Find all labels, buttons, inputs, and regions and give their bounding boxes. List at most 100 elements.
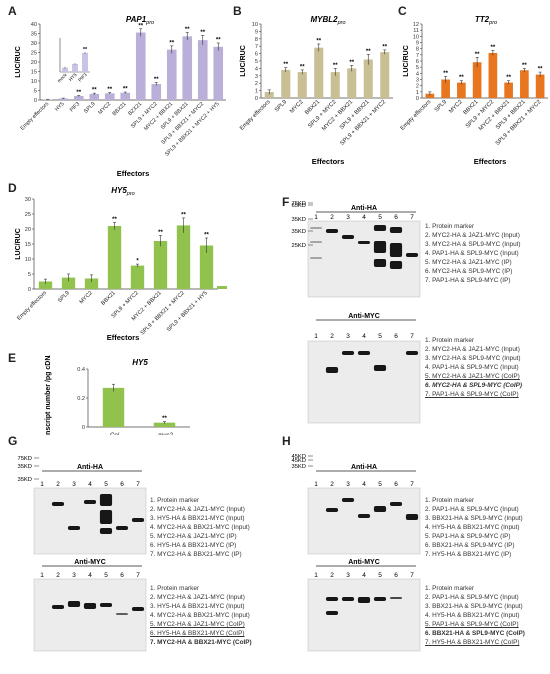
chart-d-bar-1 — [61, 277, 76, 289]
blot-h-top-band-1 — [341, 498, 355, 502]
chart-d-sig-3: ** — [112, 217, 117, 223]
chart-b-bar-5 — [347, 68, 357, 98]
chart-d-ytick-label-5: 25 — [25, 212, 31, 218]
chart-a-ytick-label-6: 30 — [31, 41, 37, 47]
blot-g-bottom-legend-6: 6. HY5-HA & BBX21-MYC (CoIP) — [150, 630, 245, 637]
chart-d-cat-2: MYC2 — [79, 290, 94, 305]
chart-e-title: HY5 — [132, 358, 148, 367]
chart-a-bar-10 — [197, 40, 208, 100]
blot-f-top-band-10 — [389, 243, 403, 257]
chart-c-xlabel: Effectors — [474, 157, 507, 166]
chart-a-bar-1 — [58, 98, 69, 100]
blot-g-bottom-marker-0: 35KD — [17, 464, 32, 470]
blot-h-bottom-legend-4: 4. HY5-HA & BBX21-MYC (Input) — [425, 612, 520, 619]
chart-d-bar-extra — [217, 286, 227, 289]
chart-d-bar-0 — [38, 281, 53, 289]
blot-h-top-band-3 — [373, 506, 387, 512]
blot-g-top-band-4 — [99, 510, 113, 524]
blot-f-bottom-title: Anti-MYC — [348, 313, 380, 320]
chart-b-sig-2: ** — [300, 64, 305, 70]
blot-f-bottom-band-1 — [341, 351, 355, 355]
chart-c-bar-3 — [472, 62, 482, 98]
blot-h-top-band-0 — [325, 508, 339, 512]
blot-g-bottom-lane-1: 2 — [56, 572, 60, 579]
chart-d-cat-3: BBX21 — [100, 290, 117, 307]
blot-h-bottom-lane-2: 3 — [346, 572, 350, 579]
chart-a-title: PAP1pro — [126, 15, 154, 26]
blot-g-bottom-lane-5: 6 — [120, 572, 124, 579]
blot-f-bottom-legend-6: 6. MYC2-HA & SPL9-MYC (CoIP) — [425, 382, 523, 389]
chart-c-ytick-label-11: 11 — [413, 28, 419, 34]
chart-d-bar-6 — [176, 225, 191, 289]
blot-f-top-legend-5: 5. MYC2-HA & JAZ1-MYC (IP) — [425, 259, 512, 266]
blot-h-top-legend-5: 5. PAP1-HA & SPL9-MYC (IP) — [425, 533, 511, 540]
chart-b: MYBL2pro 01 23 456 78 910 LUC/RUC Empty effecto… — [239, 15, 393, 166]
chart-b-ytick-label-9: 9 — [255, 29, 258, 35]
chart-a-ylabel: LUC/RUC — [15, 46, 22, 78]
blot-g-bottom-lane-3: 4 — [88, 572, 92, 579]
blot-f-top-band-5 — [357, 241, 371, 244]
blot-f-top-band-6 — [373, 225, 387, 231]
blot-f-top-band-4 — [341, 235, 355, 239]
panel-letter-a: A — [8, 4, 17, 18]
blot-f-top-legend-2: 2. MYC2-HA & JAZ1-MYC (Input) — [425, 232, 520, 239]
chart-c-ytick-label-4: 4 — [416, 71, 419, 77]
blot-g-bottom-band-1 — [67, 601, 81, 607]
chart-b-ytick-label-0: 0 — [255, 96, 258, 102]
blot-g-bottom-legend-1: 1. Protein marker — [150, 585, 200, 592]
chart-c-ytick-label-10: 10 — [413, 34, 419, 40]
chart-b-xlabel: Effectors — [312, 157, 345, 166]
blot-f-bottom-marker-1: 35KD — [291, 217, 306, 223]
chart-b-bar-2 — [297, 72, 307, 98]
blot-f-top-band-7 — [373, 241, 387, 253]
blot-h-top-band-4 — [389, 502, 403, 506]
chart-a-cat-0: Empty effectors — [20, 101, 51, 132]
blot-h-bottom-membrane — [307, 578, 421, 652]
blot-g-top-legend: 1. Protein marker 2. MYC2-HA & JAZ1-MYC … — [150, 496, 250, 559]
chart-b-ytick-label-3: 3 — [255, 74, 258, 80]
blot-g-top-lane-1: 2 — [56, 481, 60, 488]
chart-d-ytick-label-0: 0 — [28, 287, 31, 293]
blot-h-bottom-title: Anti-MYC — [348, 559, 380, 566]
chart-c-sig-5: ** — [506, 75, 511, 81]
chart-a-sig-8: ** — [169, 40, 174, 46]
blot-f-top-marker-0: 75KD — [291, 201, 306, 207]
blot-g-bottom-band-2 — [83, 603, 97, 609]
chart-d-ytick-label-3: 15 — [25, 242, 31, 248]
chart-b-ytick-label-10: 10 — [252, 22, 258, 28]
chart-a-cat-3: SPL9 — [83, 101, 97, 115]
blot-f-top-lane-4: 5 — [378, 214, 382, 221]
blot-f-bottom-band-2 — [357, 351, 371, 355]
blot-f-bottom-marker-0: 65KD — [291, 203, 306, 209]
blot-h-top-band-5 — [405, 514, 419, 520]
blot-h-bottom-legend: 1. Protein marker 2. PAP1-HA & SPL9-MYC … — [425, 584, 525, 647]
blot-g-top-band-6 — [115, 526, 129, 530]
chart-d-cat-7: SPL9 + BBX21 + HY5 — [166, 290, 209, 333]
blot-f-top-title: Anti-HA — [351, 205, 377, 212]
blot-h-top-legend-1: 1. Protein marker — [425, 497, 475, 504]
chart-b-ytick-label-2: 2 — [255, 81, 258, 87]
chart-a-bar-9 — [182, 36, 193, 100]
chart-d-cat-0: Empty effectors — [16, 290, 48, 322]
blot-f-bottom-legend-4: 4. PAP1-HA & SPL9-MYC (Input) — [425, 364, 519, 371]
chart-a-inset-cat-2: PIF3 — [77, 72, 88, 83]
panel-letter-g: G — [8, 434, 18, 448]
blot-g-bottom-title: Anti-MYC — [74, 559, 106, 566]
chart-a-cat-2: PIF3 — [69, 101, 81, 113]
blot-g-top-legend-5: 5. MYC2-HA & JAZ1-MYC (IP) — [150, 533, 237, 540]
chart-d-ylabel: LUC/RUC — [15, 228, 22, 260]
panel-letter-e: E — [8, 351, 17, 365]
chart-d-bar-2 — [84, 278, 99, 289]
blot-g-top-lane-4: 5 — [104, 481, 108, 488]
blot-g-bottom-band-4 — [115, 613, 129, 615]
chart-d-bar-3 — [107, 226, 122, 289]
chart-a-sig-6: ** — [138, 23, 143, 29]
blot-g-bottom-legend-7: 7. MYC2-HA & BBX21-MYC (CoIP) — [150, 639, 252, 646]
blot-f-top-legend-6: 6. MYC2-HA & SPL9-MYC (IP) — [425, 268, 513, 275]
blot-h-bottom-band-1 — [325, 611, 339, 615]
chart-a-sig-11: ** — [216, 38, 221, 44]
chart-c-ytick-label-0: 0 — [416, 96, 419, 102]
chart-b-ytick-label-1: 1 — [255, 89, 258, 95]
chart-e-sig-1: ** — [162, 416, 167, 422]
chart-d-bar-7 — [199, 245, 214, 289]
